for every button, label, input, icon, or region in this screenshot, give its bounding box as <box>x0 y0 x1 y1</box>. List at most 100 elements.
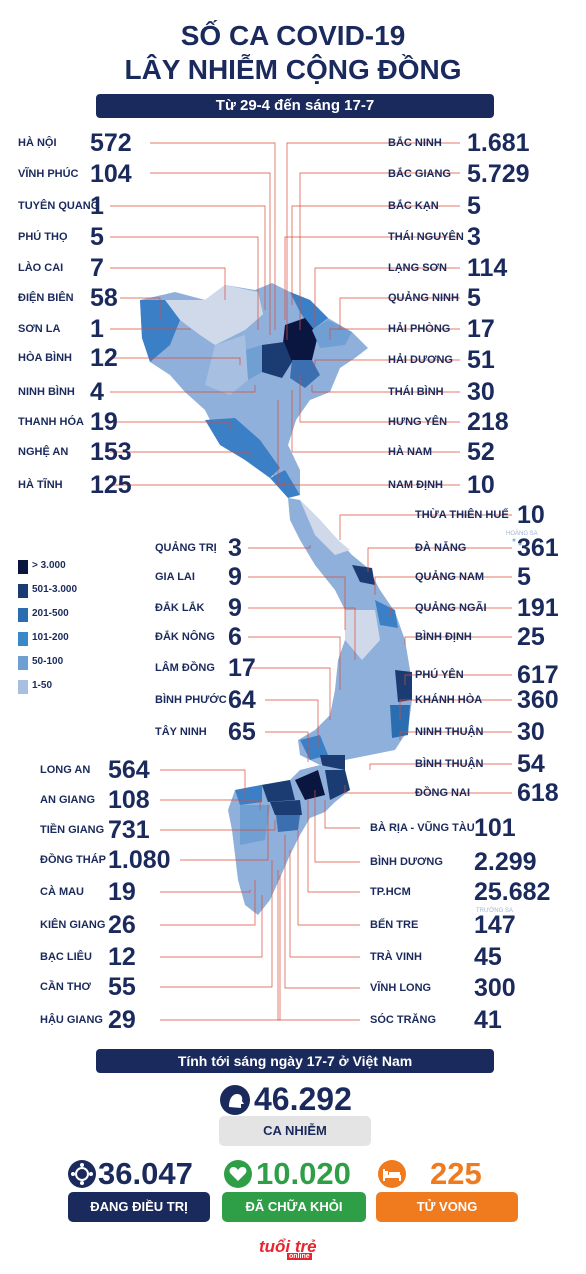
virus-icon <box>68 1160 96 1188</box>
province-case-count: 64 <box>228 686 256 714</box>
province-case-count: 1 <box>90 315 104 343</box>
province-name: QUẢNG TRỊ <box>155 542 217 554</box>
legend-swatch <box>18 632 28 646</box>
legend-label: > 3.000 <box>32 560 66 571</box>
logo-sub-text: online <box>287 1253 312 1260</box>
deaths-value: 225 <box>430 1156 482 1191</box>
province-name: TRÀ VINH <box>370 951 422 963</box>
province-case-count: 30 <box>517 718 545 746</box>
province-name: PHÚ THỌ <box>18 231 68 243</box>
province-name: BẾN TRE <box>370 919 419 931</box>
province-name: NAM ĐỊNH <box>388 479 443 491</box>
province-name: KHÁNH HÒA <box>415 694 483 706</box>
province-case-count: 10 <box>467 471 495 499</box>
province-case-count: 45 <box>474 943 502 971</box>
province-name: VĨNH LONG <box>370 982 432 994</box>
province-case-count: 26 <box>108 911 136 939</box>
legend-swatch <box>18 656 28 670</box>
treating-label: ĐANG ĐIỀU TRỊ <box>68 1192 210 1222</box>
province-case-count: 108 <box>108 786 150 814</box>
recovered-value: 10.020 <box>256 1156 351 1191</box>
province-name: TP.HCM <box>370 886 411 898</box>
province-name: BÌNH DƯƠNG <box>370 856 443 868</box>
province-name: QUẢNG NINH <box>388 292 459 304</box>
province-name: THỪA THIÊN HUẾ <box>415 509 509 521</box>
province-case-count: 3 <box>228 534 242 562</box>
legend-swatch <box>18 680 28 694</box>
province-name: GIA LAI <box>155 571 195 583</box>
province-name: ĐỒNG NAI <box>415 787 470 799</box>
province-case-count: 4 <box>90 378 104 406</box>
province-case-count: 564 <box>108 756 150 784</box>
province-case-count: 55 <box>108 973 136 1001</box>
leader-lines <box>110 142 512 1021</box>
province-case-count: 17 <box>228 654 256 682</box>
province-name: NGHỆ AN <box>18 446 69 458</box>
province-case-count: 153 <box>90 438 132 466</box>
province-case-count: 6 <box>228 623 242 651</box>
province-name: PHÚ YÊN <box>415 669 464 681</box>
province-name: NINH THUẬN <box>415 726 484 738</box>
summary-title: Tính tới sáng ngày 17-7 ở Việt Nam <box>96 1049 494 1073</box>
province-name: ĐIỆN BIÊN <box>18 292 74 304</box>
subtitle-bar: Từ 29-4 đến sáng 17-7 <box>96 94 494 118</box>
treating-value: 36.047 <box>98 1156 193 1191</box>
province-name: QUẢNG NGÃI <box>415 602 487 614</box>
province-case-count: 29 <box>108 1006 136 1034</box>
province-case-count: 2.299 <box>474 848 537 876</box>
province-case-count: 25 <box>517 623 545 651</box>
title-line-2: LÂY NHIỄM CỘNG ĐỒNG <box>124 54 462 85</box>
province-case-count: 104 <box>90 160 132 188</box>
province-case-count: 3 <box>467 223 481 251</box>
province-name: TÂY NINH <box>155 726 207 738</box>
province-case-count: 125 <box>90 471 132 499</box>
province-case-count: 1.080 <box>108 846 171 874</box>
province-case-count: 58 <box>90 284 118 312</box>
legend-swatch <box>18 560 28 574</box>
province-name: HƯNG YÊN <box>388 416 448 428</box>
province-case-count: 12 <box>90 344 118 372</box>
province-name: CẦN THƠ <box>40 981 91 993</box>
legend-label: 1-50 <box>32 680 53 691</box>
province-name: LẠNG SƠN <box>388 262 447 274</box>
province-name: BÌNH THUẬN <box>415 758 484 770</box>
province-name: THANH HÓA <box>18 416 84 428</box>
province-case-count: 572 <box>90 129 132 157</box>
province-name: HẢI DƯƠNG <box>388 354 453 366</box>
province-name: AN GIANG <box>40 794 95 806</box>
person-head-icon <box>220 1085 250 1115</box>
province-case-count: 191 <box>517 594 559 622</box>
province-name: THÁI NGUYÊN <box>388 231 464 243</box>
recovered-label: ĐÃ CHỮA KHỎI <box>222 1192 366 1222</box>
province-name: LÂM ĐỒNG <box>155 662 215 674</box>
province-case-count: 7 <box>90 254 104 282</box>
province-case-count: 17 <box>467 315 495 343</box>
province-name: VĨNH PHÚC <box>18 168 79 180</box>
province-name: BẠC LIÊU <box>40 951 92 963</box>
logo-main-text: tuổi trẻ <box>259 1237 317 1256</box>
province-name: ĐÀ NẴNG <box>415 542 467 554</box>
province-case-count: 1.681 <box>467 129 530 157</box>
deaths-label: TỬ VONG <box>376 1192 518 1222</box>
total-cases-label: CA NHIỄM <box>219 1116 371 1146</box>
province-case-count: 5 <box>90 223 104 251</box>
legend-label: 501-3.000 <box>32 584 78 595</box>
province-case-count: 147 <box>474 911 516 939</box>
province-name: ĐẮK NÔNG <box>155 631 215 643</box>
tuoi-tre-logo: tuổi trẻ online <box>259 1237 327 1263</box>
province-name: TUYÊN QUANG <box>18 200 100 212</box>
province-name: HÒA BÌNH <box>18 352 72 364</box>
province-name: BẮC KẠN <box>388 200 439 212</box>
province-case-count: 12 <box>108 943 136 971</box>
truong-sa-label: TRƯỜNG SA <box>476 907 513 914</box>
province-case-count: 114 <box>467 254 508 282</box>
province-name: HÀ NỘI <box>18 137 57 149</box>
province-name: BÌNH PHƯỚC <box>155 694 227 706</box>
province-case-count: 30 <box>467 378 495 406</box>
heart-icon <box>224 1160 252 1188</box>
province-case-count: 10 <box>517 501 545 529</box>
province-case-count: 300 <box>474 974 516 1002</box>
province-name: KIÊN GIANG <box>40 919 106 931</box>
province-name: LONG AN <box>40 764 91 776</box>
province-case-count: 5 <box>467 284 481 312</box>
